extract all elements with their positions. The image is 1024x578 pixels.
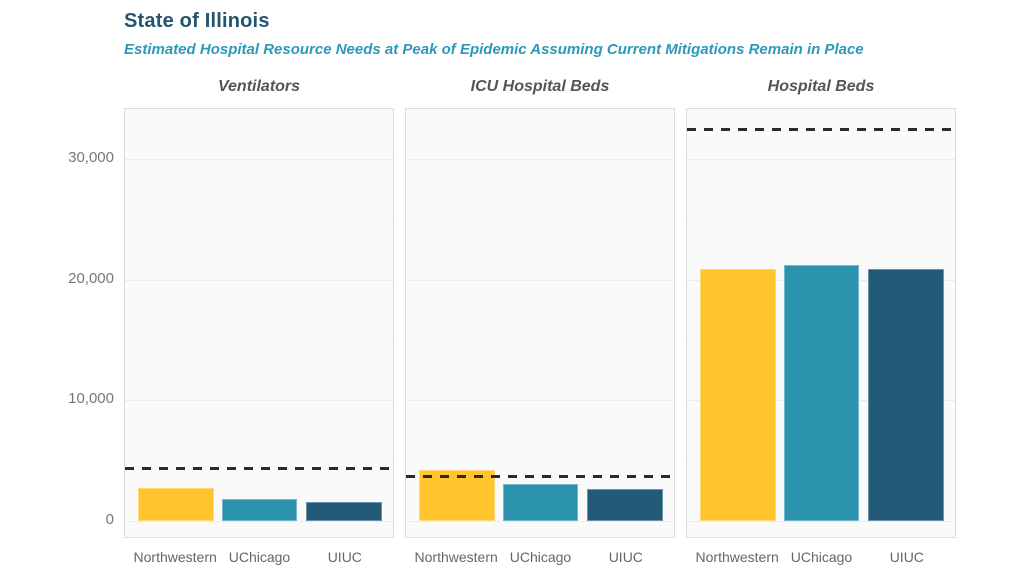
facet-title: Hospital Beds: [767, 78, 875, 95]
facet-panel: [124, 108, 394, 538]
x-axis-label-uiuc: UIUC: [608, 549, 643, 565]
x-axis-label-uchicago: UChicago: [509, 549, 572, 565]
bar-uchicago[interactable]: [221, 498, 298, 521]
gridline-major: [406, 279, 674, 281]
bar-uiuc[interactable]: [587, 488, 664, 521]
bar-uchicago[interactable]: [502, 483, 579, 521]
gridline-minor: [125, 339, 393, 341]
gridline-minor: [406, 339, 674, 341]
y-axis-tick-label: 0: [105, 510, 114, 528]
gridline-minor: [406, 219, 674, 221]
gridline-minor: [125, 219, 393, 221]
facet-panel: [405, 108, 675, 538]
capacity-dashed-line: [687, 127, 955, 131]
gridline-major: [125, 400, 393, 402]
y-axis-tick-label: 30,000: [68, 149, 114, 167]
gridline-major: [687, 520, 955, 522]
capacity-dashed-line: [125, 466, 393, 470]
y-axis-tick-label: 20,000: [68, 269, 114, 287]
facet-title: ICU Hospital Beds: [470, 78, 610, 95]
gridline-minor: [125, 460, 393, 462]
x-axis-label-uchicago: UChicago: [228, 549, 291, 565]
bar-uchicago[interactable]: [783, 264, 860, 521]
x-axis-label-uiuc: UIUC: [889, 549, 924, 565]
bar-uiuc[interactable]: [868, 269, 945, 521]
gridline-major: [406, 400, 674, 402]
gridline-major: [125, 279, 393, 281]
facet-panel: [686, 108, 956, 538]
gridline-major: [125, 520, 393, 522]
bar-uiuc[interactable]: [306, 501, 383, 521]
bar-northwestern[interactable]: [699, 268, 776, 521]
y-axis-tick-label: 10,000: [68, 390, 114, 408]
gridline-major: [406, 520, 674, 522]
bar-northwestern[interactable]: [137, 487, 214, 521]
gridline-major: [687, 159, 955, 161]
page-title: State of Illinois: [124, 10, 270, 32]
chart-subtitle: Estimated Hospital Resource Needs at Pea…: [124, 41, 864, 58]
x-axis-label-northwestern: Northwestern: [133, 549, 217, 565]
x-axis-label-uchicago: UChicago: [790, 549, 853, 565]
gridline-minor: [406, 460, 674, 462]
x-axis-label-uiuc: UIUC: [327, 549, 362, 565]
gridline-major: [125, 159, 393, 161]
x-axis-label-northwestern: Northwestern: [414, 549, 498, 565]
gridline-major: [406, 159, 674, 161]
gridline-minor: [687, 219, 955, 221]
capacity-dashed-line: [406, 475, 674, 479]
x-axis-label-northwestern: Northwestern: [695, 549, 779, 565]
facet-title: Ventilators: [217, 78, 301, 95]
